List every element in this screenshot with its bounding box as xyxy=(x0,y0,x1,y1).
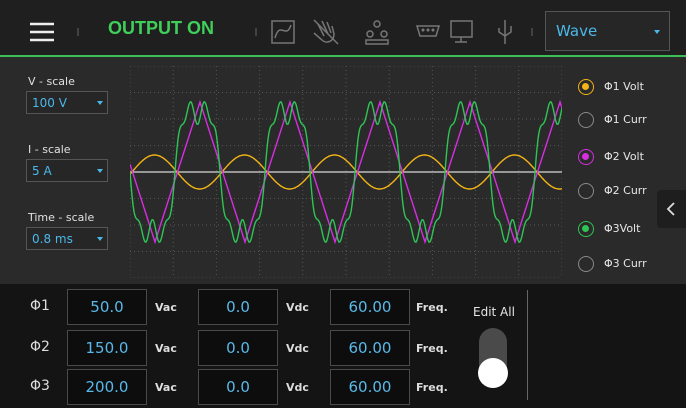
unit-label: Vdc xyxy=(286,381,309,394)
display-icon[interactable] xyxy=(450,20,473,43)
serial-icon[interactable] xyxy=(415,25,441,37)
unit-label: Vac xyxy=(155,342,177,355)
scale-value: 0.8 ms xyxy=(32,232,73,246)
channel-option[interactable]: Φ2 Volt xyxy=(578,147,658,171)
toggle-knob xyxy=(478,358,508,388)
radio-button xyxy=(578,149,594,165)
channel-label: Φ3 Curr xyxy=(604,257,647,270)
channel-label: Φ3Volt xyxy=(604,222,641,235)
phase-label: Φ1 xyxy=(30,298,50,314)
unit-label: Vac xyxy=(155,381,177,394)
freq-field[interactable]: 60.00 xyxy=(330,330,410,366)
caret xyxy=(97,101,103,105)
radio-dot xyxy=(582,153,589,160)
ac-field[interactable]: 200.0 xyxy=(67,369,147,405)
graph-icon[interactable] xyxy=(271,20,295,44)
freq-field[interactable]: 60.00 xyxy=(330,289,410,325)
divider xyxy=(527,290,528,400)
radio-dot xyxy=(582,83,589,90)
waveform-display xyxy=(130,66,562,278)
scale-dropdown[interactable]: 0.8 ms xyxy=(26,227,108,250)
dc-field[interactable]: 0.0 xyxy=(198,289,278,325)
usb-icon[interactable] xyxy=(498,20,512,44)
channel-label: Φ1 Volt xyxy=(604,80,644,93)
channel-label: Φ2 Curr xyxy=(604,184,647,197)
scale-value: 5 A xyxy=(32,164,52,178)
scale-dropdown[interactable]: 5 A xyxy=(26,159,108,182)
channel-option[interactable]: Φ3 Curr xyxy=(578,254,658,278)
caret xyxy=(654,30,660,34)
caret xyxy=(97,169,103,173)
phase3-wave xyxy=(130,101,562,243)
caret xyxy=(97,237,103,241)
scale-label: Time - scale xyxy=(28,211,95,224)
channel-option[interactable]: Φ1 Curr xyxy=(578,110,658,134)
scale-label: V - scale xyxy=(28,75,75,88)
scope-panel xyxy=(0,57,686,284)
scale-value: 100 V xyxy=(32,96,67,110)
channel-label: Φ1 Curr xyxy=(604,113,647,126)
unit-label: Vdc xyxy=(286,342,309,355)
hand-icon[interactable] xyxy=(313,19,339,45)
view-dropdown[interactable]: Wave xyxy=(545,11,670,51)
ac-field[interactable]: 50.0 xyxy=(67,289,147,325)
channel-option[interactable]: Φ3Volt xyxy=(578,219,658,243)
unit-label: Vdc xyxy=(286,301,309,314)
ac-field[interactable]: 150.0 xyxy=(67,330,147,366)
radio-dot xyxy=(582,225,589,232)
radio-button xyxy=(578,256,594,272)
channel-label: Φ2 Volt xyxy=(604,150,644,163)
freq-field[interactable]: 60.00 xyxy=(330,369,410,405)
view-value: Wave xyxy=(556,22,598,40)
unit-label: Freq. xyxy=(416,342,448,355)
output-status: OUTPUT ON xyxy=(108,18,214,38)
scale-dropdown[interactable]: 100 V xyxy=(26,91,108,114)
toolbar-icons xyxy=(30,19,533,45)
channel-option[interactable]: Φ2 Curr xyxy=(578,181,658,205)
phase-label: Φ3 xyxy=(30,378,50,394)
menu-button[interactable] xyxy=(30,22,54,42)
channel-option[interactable]: Φ1 Volt xyxy=(578,77,658,101)
unit-label: Vac xyxy=(155,301,177,314)
unit-label: Freq. xyxy=(416,381,448,394)
phase-label: Φ2 xyxy=(30,339,50,355)
unit-label: Freq. xyxy=(416,301,448,314)
scale-label: I - scale xyxy=(28,143,71,156)
radio-button xyxy=(578,79,594,95)
dc-field[interactable]: 0.0 xyxy=(198,330,278,366)
network-icon[interactable] xyxy=(365,20,389,45)
radio-button xyxy=(578,183,594,199)
radio-button xyxy=(578,112,594,128)
dc-field[interactable]: 0.0 xyxy=(198,369,278,405)
side-tab[interactable] xyxy=(657,190,686,228)
radio-button xyxy=(578,221,594,237)
edit-all-label: Edit All xyxy=(473,305,515,319)
edit-all-toggle[interactable] xyxy=(478,328,508,388)
